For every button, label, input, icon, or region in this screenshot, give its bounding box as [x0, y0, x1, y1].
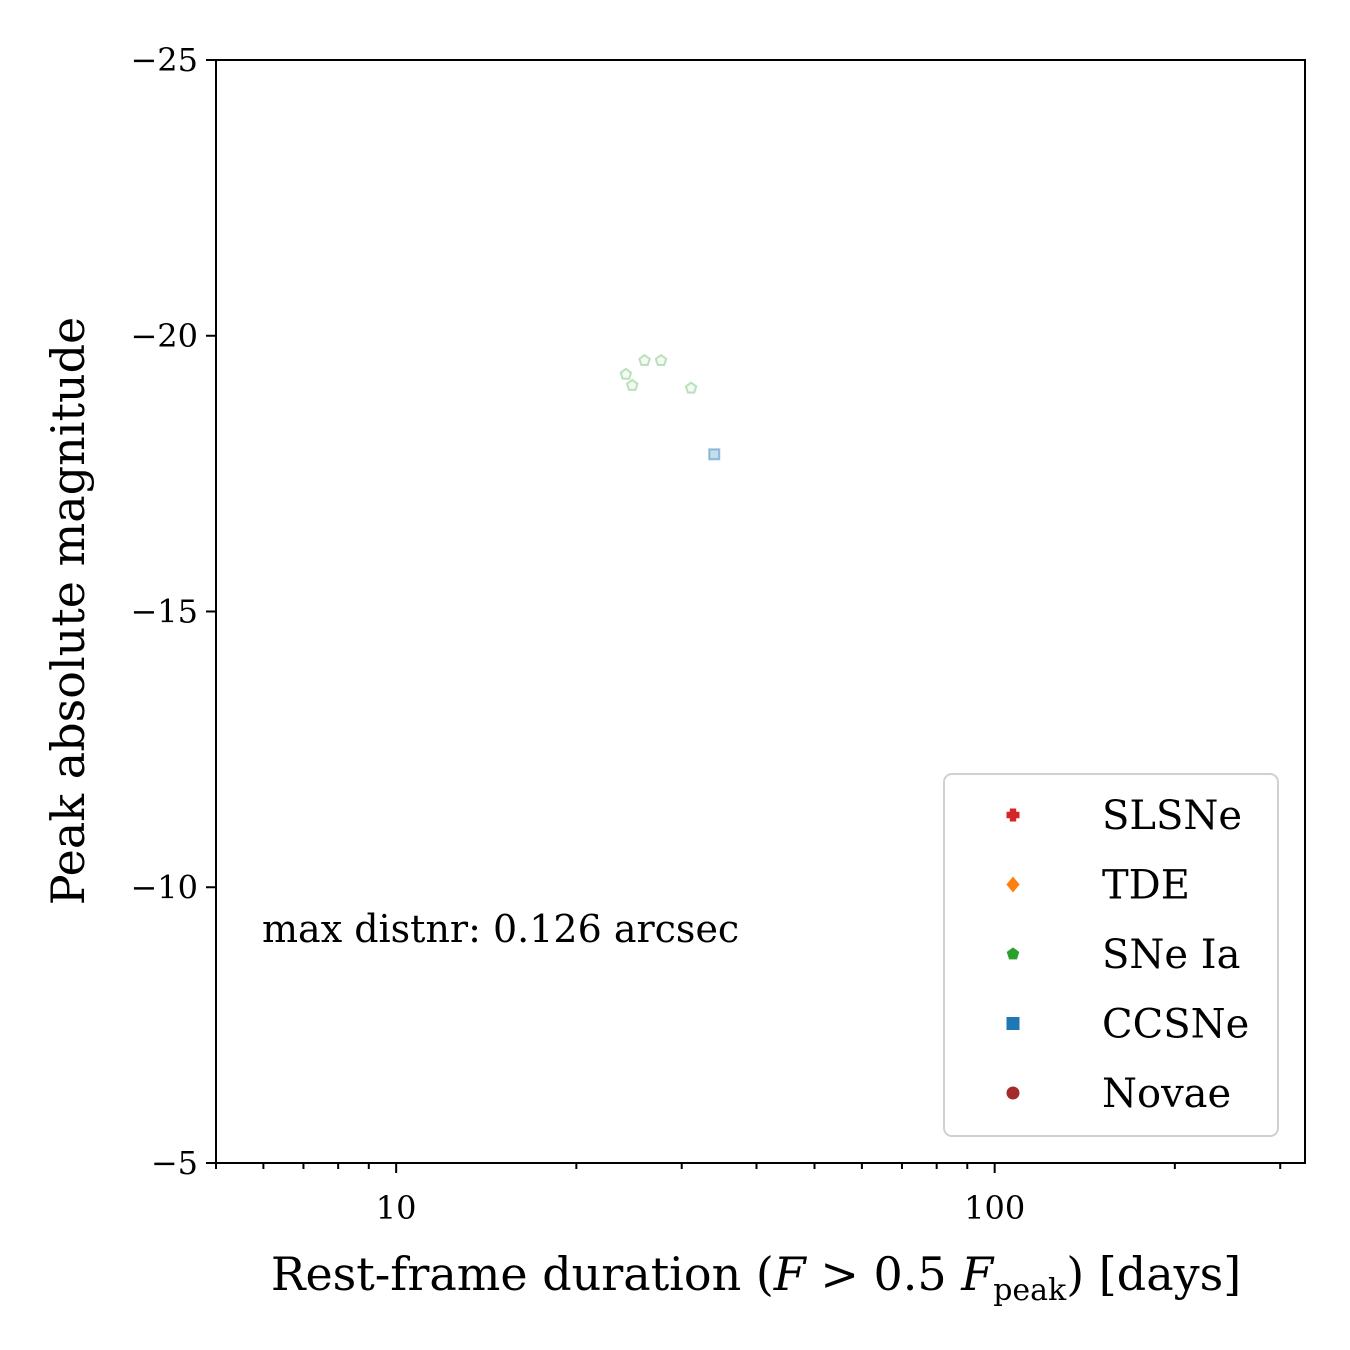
data-point-sne-ia: [654, 353, 668, 367]
y-tick-label: −15: [130, 593, 198, 631]
x-tick-label: 100: [964, 1189, 1025, 1227]
data-point-ccsne: [708, 448, 721, 461]
x-tick-label: 10: [376, 1189, 417, 1227]
legend-marker: [1006, 876, 1020, 893]
annotation-text: max distnr: 0.126 arcsec: [262, 907, 739, 951]
legend-marker: [1006, 947, 1020, 960]
y-tick-label: −10: [130, 868, 198, 906]
y-tick-label: −5: [151, 1144, 198, 1182]
legend: SLSNe TDE SNe Ia CCSNe Novae: [943, 773, 1279, 1137]
data-point-sne-ia: [625, 378, 639, 391]
y-axis-label: Peak absolute magnitude: [41, 317, 95, 905]
legend-label: CCSNe: [1102, 1002, 1249, 1048]
legend-label: TDE: [1102, 863, 1190, 909]
legend-marker: [1006, 1086, 1020, 1100]
plot-frame: [215, 59, 1306, 1164]
data-point-sne-ia: [619, 367, 633, 380]
legend-label: SNe Ia: [1102, 932, 1240, 978]
data-point-sne-ia: [684, 381, 698, 394]
x-axis-label: Rest-frame duration (F > 0.5 Fpeak) [day…: [271, 1247, 1241, 1308]
legend-marker: [1006, 1017, 1020, 1030]
data-markers: [619, 353, 721, 461]
y-axis: −25 −20 −15 −10 −5: [130, 41, 216, 1182]
legend-label: SLSNe: [1102, 793, 1242, 839]
y-tick-label: −20: [130, 317, 198, 355]
data-point-sne-ia: [638, 353, 651, 367]
x-axis: 10 100: [215, 1163, 1282, 1227]
legend-marker: [1006, 808, 1020, 822]
legend-box: [943, 773, 1279, 1137]
y-tick-label: −25: [130, 41, 198, 79]
legend-label: Novae: [1102, 1071, 1231, 1117]
